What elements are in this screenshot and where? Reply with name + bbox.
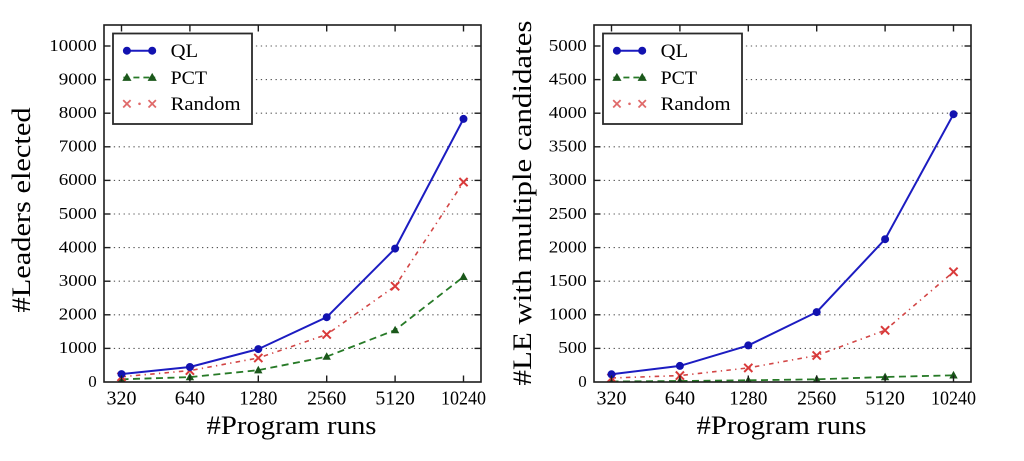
svg-text:320: 320 [107, 387, 137, 409]
svg-text:#Leaders elected: #Leaders elected [7, 108, 36, 313]
svg-text:0: 0 [578, 372, 587, 391]
svg-text:1500: 1500 [549, 271, 587, 290]
svg-text:8000: 8000 [59, 103, 97, 122]
svg-text:#Program runs: #Program runs [697, 411, 867, 440]
svg-text:QL: QL [171, 41, 199, 62]
svg-text:Random: Random [661, 94, 731, 115]
svg-text:0: 0 [88, 372, 97, 391]
svg-text:PCT: PCT [661, 68, 698, 89]
svg-text:4000: 4000 [549, 103, 587, 122]
svg-text:10240: 10240 [931, 387, 976, 409]
svg-text:4500: 4500 [549, 69, 587, 88]
svg-text:5000: 5000 [59, 204, 97, 223]
svg-text:2500: 2500 [549, 204, 587, 223]
svg-text:3000: 3000 [549, 170, 587, 189]
svg-text:2560: 2560 [307, 387, 346, 409]
svg-text:320: 320 [597, 387, 627, 409]
svg-text:3500: 3500 [549, 137, 587, 156]
svg-text:7000: 7000 [59, 137, 97, 156]
svg-text:#Program runs: #Program runs [207, 411, 377, 440]
svg-text:#LE with multiple candidates: #LE with multiple candidates [508, 21, 537, 386]
svg-text:10240: 10240 [441, 387, 486, 409]
svg-text:6000: 6000 [59, 170, 97, 189]
svg-text:4000: 4000 [59, 237, 97, 256]
svg-text:5000: 5000 [549, 36, 587, 55]
svg-text:640: 640 [175, 387, 205, 409]
svg-text:QL: QL [661, 41, 689, 62]
svg-text:2560: 2560 [797, 387, 836, 409]
svg-text:1000: 1000 [549, 305, 587, 324]
svg-text:500: 500 [558, 338, 587, 357]
svg-text:1280: 1280 [729, 387, 767, 409]
svg-text:1280: 1280 [239, 387, 277, 409]
svg-text:1000: 1000 [59, 338, 97, 357]
svg-text:Random: Random [171, 94, 241, 115]
svg-text:PCT: PCT [171, 68, 208, 89]
svg-text:10000: 10000 [49, 36, 97, 55]
svg-text:640: 640 [665, 387, 695, 409]
svg-text:5120: 5120 [865, 387, 905, 409]
svg-text:2000: 2000 [549, 237, 587, 256]
svg-text:3000: 3000 [59, 271, 97, 290]
svg-text:2000: 2000 [59, 305, 97, 324]
svg-text:9000: 9000 [59, 69, 97, 88]
svg-text:5120: 5120 [375, 387, 415, 409]
